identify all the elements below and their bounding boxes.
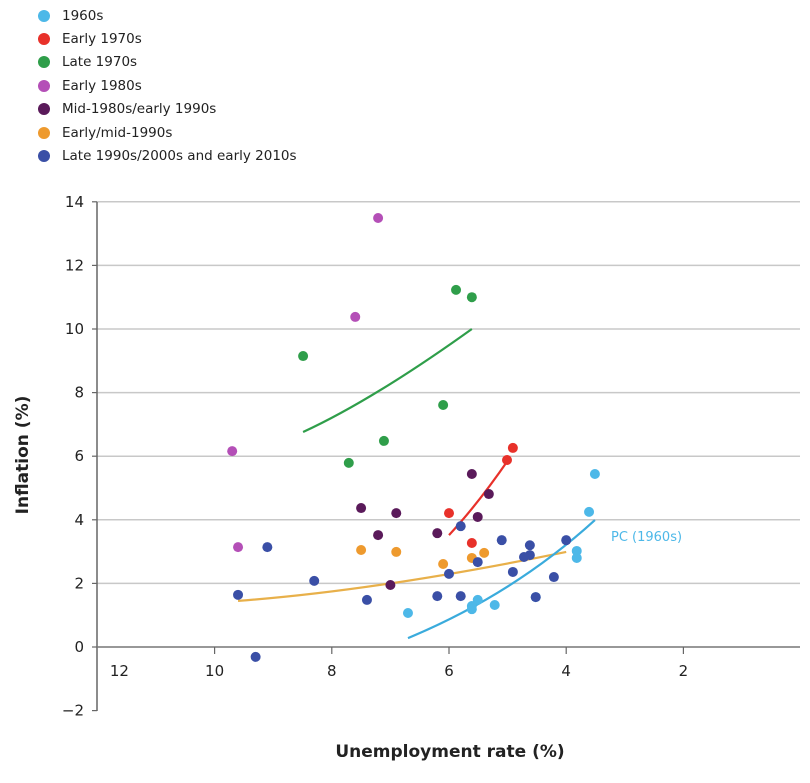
data-point bbox=[466, 538, 477, 549]
legend-item: Early 1970s bbox=[38, 27, 297, 50]
pc-1960s-label: PC (1960s) bbox=[611, 530, 682, 545]
legend-item: Mid-1980s/early 1990s bbox=[38, 98, 297, 121]
data-point bbox=[571, 552, 582, 563]
data-point bbox=[432, 591, 443, 602]
phillips-curve bbox=[237, 550, 567, 602]
data-point bbox=[233, 589, 244, 600]
y-tick-label: 0 bbox=[74, 638, 84, 656]
data-point bbox=[455, 591, 466, 602]
y-tick-label: 10 bbox=[65, 320, 84, 338]
data-point bbox=[350, 311, 361, 322]
legend-item: 1960s bbox=[38, 4, 297, 27]
data-point bbox=[444, 568, 454, 579]
data-point bbox=[227, 446, 238, 457]
y-tick-label: 4 bbox=[74, 511, 84, 529]
legend-item: Late 1970s bbox=[38, 51, 297, 74]
data-point bbox=[507, 442, 518, 453]
legend-marker bbox=[38, 103, 50, 116]
data-point bbox=[489, 600, 500, 611]
data-point bbox=[507, 566, 518, 577]
legend-label: Early/mid-1990s bbox=[62, 124, 173, 141]
data-point bbox=[262, 542, 273, 553]
legend-label: Early 1980s bbox=[62, 77, 142, 94]
data-point bbox=[483, 489, 494, 500]
data-point bbox=[356, 545, 367, 556]
x-tick-label: 12 bbox=[110, 662, 129, 680]
x-tick-label: 4 bbox=[561, 662, 571, 680]
legend-marker bbox=[38, 9, 50, 22]
legend-marker bbox=[38, 126, 50, 139]
x-tick-label: 6 bbox=[444, 662, 454, 680]
phillips-curve bbox=[302, 328, 473, 434]
data-point bbox=[233, 542, 244, 553]
data-point bbox=[373, 213, 384, 224]
data-point bbox=[472, 557, 483, 568]
legend-item: Early/mid-1990s bbox=[38, 121, 297, 144]
data-point bbox=[466, 469, 477, 480]
data-point bbox=[472, 511, 483, 522]
legend-item: Late 1990s/2000s and early 2010s bbox=[38, 144, 297, 167]
legend-marker bbox=[38, 150, 50, 163]
phillips-curve bbox=[448, 459, 510, 536]
data-point bbox=[530, 592, 541, 603]
data-point bbox=[466, 292, 477, 303]
data-point bbox=[519, 552, 530, 563]
data-point bbox=[466, 604, 477, 615]
data-point bbox=[548, 572, 559, 583]
data-point bbox=[391, 546, 402, 557]
data-point bbox=[250, 651, 261, 662]
data-point bbox=[502, 455, 513, 466]
legend-marker bbox=[38, 79, 50, 92]
y-tick-label: 8 bbox=[74, 384, 84, 402]
data-point bbox=[496, 535, 507, 546]
phillips-curve bbox=[407, 519, 596, 640]
data-point bbox=[438, 559, 449, 570]
y-tick-label: −2 bbox=[62, 702, 84, 720]
data-point bbox=[444, 508, 454, 519]
legend-marker bbox=[38, 33, 50, 46]
y-tick-label: 6 bbox=[74, 447, 84, 465]
legend-label: Late 1970s bbox=[62, 54, 138, 71]
data-point bbox=[385, 579, 396, 590]
data-point bbox=[309, 575, 320, 586]
data-point bbox=[402, 607, 413, 618]
data-point bbox=[561, 535, 572, 546]
data-point bbox=[343, 457, 354, 468]
x-axis-label: Unemployment rate (%) bbox=[335, 742, 564, 762]
data-point bbox=[571, 545, 582, 556]
data-point bbox=[378, 435, 389, 446]
legend-item: Early 1980s bbox=[38, 74, 297, 97]
data-point bbox=[451, 284, 462, 295]
x-tick-label: 2 bbox=[679, 662, 689, 680]
data-point bbox=[455, 521, 466, 532]
data-point bbox=[584, 506, 595, 517]
legend-marker bbox=[38, 56, 50, 69]
legend-label: Early 1970s bbox=[62, 31, 142, 48]
x-tick-label: 10 bbox=[205, 662, 224, 680]
y-tick-label: 12 bbox=[65, 256, 84, 274]
y-axis-label: Inflation (%) bbox=[13, 396, 33, 515]
data-point bbox=[524, 540, 535, 551]
data-point bbox=[298, 351, 309, 362]
data-point bbox=[438, 400, 449, 411]
data-point bbox=[589, 469, 600, 480]
legend-label: Mid-1980s/early 1990s bbox=[62, 101, 217, 118]
data-point bbox=[361, 594, 372, 605]
legend-label: 1960s bbox=[62, 7, 104, 24]
x-tick-label: 8 bbox=[327, 662, 337, 680]
data-point bbox=[479, 547, 490, 558]
data-point bbox=[432, 528, 443, 539]
data-point bbox=[391, 508, 402, 519]
data-point bbox=[356, 503, 367, 514]
legend: 1960s Early 1970s Late 1970s Early 1980s Mid… bbox=[38, 4, 297, 168]
y-tick-label: 14 bbox=[65, 193, 84, 211]
y-tick-label: 2 bbox=[74, 574, 84, 592]
legend-label: Late 1990s/2000s and early 2010s bbox=[62, 148, 297, 165]
data-point bbox=[373, 530, 384, 541]
